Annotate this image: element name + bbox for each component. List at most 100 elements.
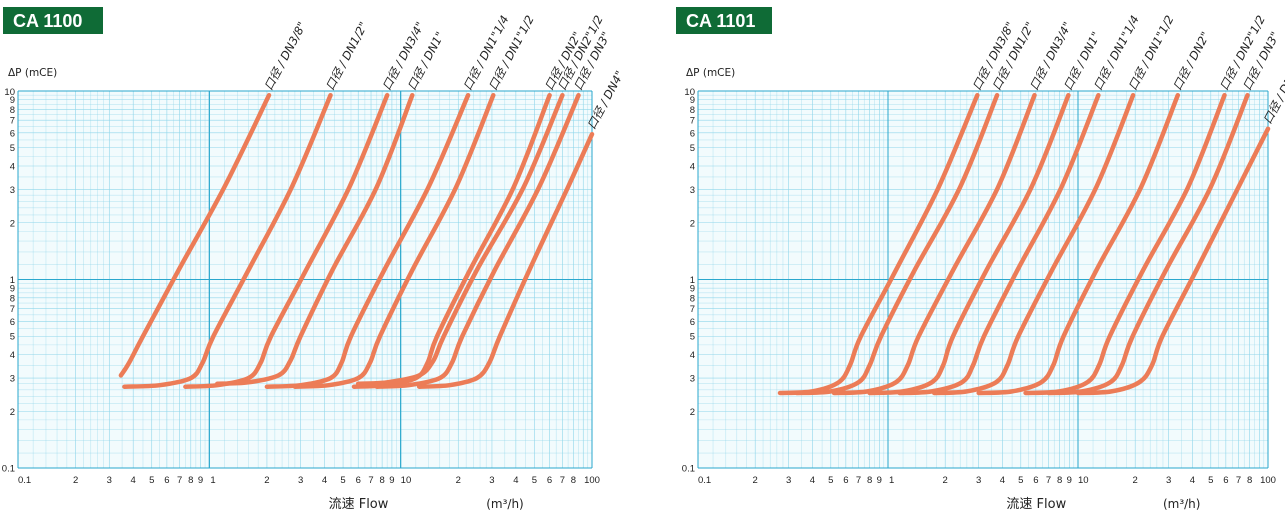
- x-tick-label: 7: [368, 475, 373, 486]
- x-tick-label: 7: [1236, 475, 1241, 486]
- x-tick-label: 9: [389, 475, 394, 486]
- series-line: [777, 92, 980, 396]
- x-axis-unit: (m³/h): [1163, 497, 1201, 511]
- y-tick-label: 2: [10, 407, 15, 418]
- y-tick-label: 6: [10, 317, 15, 328]
- series-line: [122, 92, 333, 389]
- y-tick-label: 6: [10, 128, 15, 139]
- y-tick-label: 10: [4, 87, 15, 98]
- x-tick-label: 4: [810, 475, 815, 486]
- y-tick-label: 9: [690, 284, 695, 295]
- y-tick-label: 2: [690, 218, 695, 229]
- x-tick-label: 5: [828, 475, 833, 486]
- y-tick-label: 4: [10, 350, 15, 361]
- y-tick-label: 3: [690, 185, 695, 196]
- x-tick-label: 4: [322, 475, 327, 486]
- series-curves: [118, 92, 595, 389]
- y-tick-label: 4: [690, 162, 695, 173]
- x-tick-label: 4: [131, 475, 136, 486]
- y-tick-label: 0.1: [682, 464, 695, 475]
- y-tick-label: 7: [10, 304, 15, 315]
- series-line: [416, 131, 595, 389]
- series-line: [794, 92, 1000, 396]
- x-tick-label: 3: [298, 475, 303, 486]
- y-tick-label: 1: [10, 275, 15, 286]
- x-tick-label: 1: [889, 475, 894, 486]
- y-tick-label: 3: [690, 374, 695, 385]
- x-tick-label: 2: [943, 475, 948, 486]
- series-line: [976, 92, 1181, 396]
- y-axis-label: ΔP (mCE): [8, 67, 57, 79]
- x-axis-label: 流速 Flow: [329, 497, 389, 512]
- y-tick-label: 6: [690, 317, 695, 328]
- y-tick-label: 5: [10, 143, 15, 154]
- y-tick-label: 6: [690, 128, 695, 139]
- x-tick-label: 3: [976, 475, 981, 486]
- x-tick-label: 5: [1208, 475, 1213, 486]
- x-tick-label: 7: [856, 475, 861, 486]
- series-line: [292, 92, 496, 389]
- x-tick-label: 100: [1260, 475, 1276, 486]
- series-line: [118, 92, 272, 378]
- y-tick-label: 4: [10, 162, 15, 173]
- x-tick-label: 0.1: [698, 475, 711, 486]
- series-label: 口径 / DN2": [1170, 29, 1213, 92]
- y-tick-label: 8: [10, 105, 15, 116]
- series-line: [897, 92, 1101, 396]
- y-tick-label: 1: [690, 275, 695, 286]
- x-tick-label: 4: [1190, 475, 1195, 486]
- series-label: 口径 / DN1/2": [323, 19, 371, 92]
- x-tick-label: 3: [107, 475, 112, 486]
- x-tick-label: 8: [571, 475, 576, 486]
- x-tick-label: 7: [177, 475, 182, 486]
- x-tick-label: 6: [1033, 475, 1038, 486]
- x-tick-label: 6: [164, 475, 169, 486]
- x-tick-label: 2: [73, 475, 78, 486]
- x-tick-label: 0.1: [18, 475, 31, 486]
- series-line: [867, 92, 1071, 396]
- x-tick-label: 1: [210, 475, 215, 486]
- x-tick-label: 4: [1000, 475, 1005, 486]
- x-tick-label: 8: [188, 475, 193, 486]
- x-tick-label: 6: [843, 475, 848, 486]
- y-tick-label: 8: [10, 293, 15, 304]
- series-line: [831, 92, 1037, 396]
- x-tick-label: 8: [867, 475, 872, 486]
- y-tick-label: 8: [690, 293, 695, 304]
- x-tick-label: 5: [149, 475, 154, 486]
- y-axis-label: ΔP (mCE): [686, 67, 735, 79]
- x-tick-label: 2: [753, 475, 758, 486]
- y-tick-label: 2: [10, 218, 15, 229]
- x-tick-label: 3: [1166, 475, 1171, 486]
- x-tick-label: 10: [401, 475, 412, 486]
- series-line: [355, 92, 565, 386]
- x-tick-label: 4: [513, 475, 518, 486]
- x-tick-label: 8: [1247, 475, 1252, 486]
- x-tick-labels: 0.1 2 3 4 5 6 7 8 9 1 2 3 4 5 6 7 8 9 10 2 3 4 5 6 7 8 100: [18, 475, 600, 486]
- x-tick-label: 5: [340, 475, 345, 486]
- series-line: [1046, 92, 1250, 396]
- series-line: [1023, 92, 1227, 396]
- y-tick-label: 5: [690, 332, 695, 343]
- x-tick-label: 8: [379, 475, 384, 486]
- grid: [17, 90, 593, 469]
- series-line: [931, 92, 1136, 396]
- y-tick-label: 3: [10, 185, 15, 196]
- y-tick-label: 8: [690, 105, 695, 116]
- series-curves: [777, 92, 1271, 396]
- x-tick-label: 6: [1223, 475, 1228, 486]
- y-tick-label: 9: [10, 284, 15, 295]
- series-line: [374, 92, 581, 389]
- x-tick-label: 8: [1057, 475, 1062, 486]
- x-axis-label: 流速 Flow: [1006, 497, 1066, 512]
- series-line: [1075, 126, 1271, 396]
- x-tick-label: 6: [547, 475, 552, 486]
- y-tick-label: 9: [10, 95, 15, 106]
- x-tick-label: 7: [560, 475, 565, 486]
- x-tick-label: 2: [264, 475, 269, 486]
